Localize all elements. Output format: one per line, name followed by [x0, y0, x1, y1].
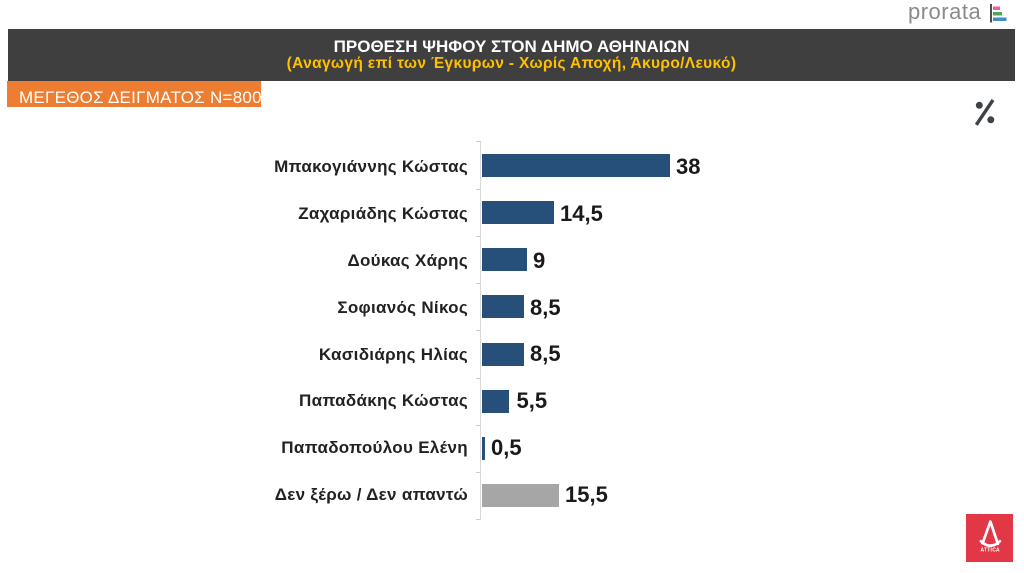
svg-text:ATTICA: ATTICA [980, 548, 1000, 554]
